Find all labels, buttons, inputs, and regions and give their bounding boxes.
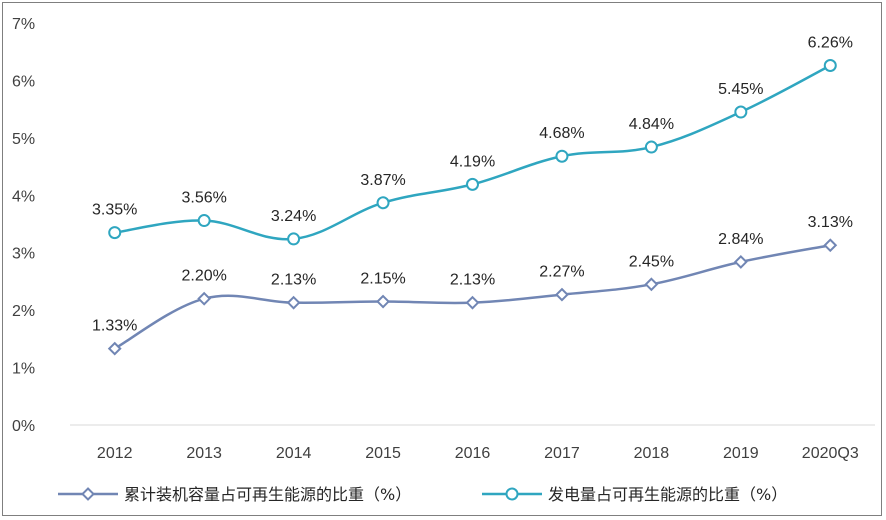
- legend-marker: [81, 487, 95, 501]
- y-tick-label: 1%: [12, 361, 35, 378]
- series-1-point: [823, 238, 838, 253]
- series-1-point: [197, 291, 212, 306]
- y-tick-label: 3%: [12, 246, 35, 263]
- series-1-data-label: 2.13%: [450, 272, 495, 289]
- series-2-data-label: 5.45%: [718, 81, 763, 98]
- series-2-point: [555, 149, 569, 163]
- x-tick-label: 2015: [365, 445, 401, 462]
- x-tick-label: 2018: [634, 445, 670, 462]
- x-tick-label: 2016: [455, 445, 491, 462]
- series-2-point: [108, 226, 122, 240]
- series-2-data-label: 3.56%: [181, 190, 226, 207]
- series-1-data-label: 2.84%: [718, 231, 763, 248]
- series-1-point: [733, 254, 748, 269]
- series-2-data-label: 3.35%: [92, 202, 137, 219]
- legend-label: 累计装机容量占可再生能源的比重（%）: [124, 485, 411, 504]
- series-1-data-label: 2.20%: [181, 268, 226, 285]
- series-2-data-label: 4.19%: [450, 153, 495, 170]
- series-2-data-label: 3.24%: [271, 208, 316, 225]
- series-2-point: [823, 58, 837, 72]
- series-2-point: [197, 214, 211, 228]
- series-2-point: [287, 232, 301, 246]
- y-tick-label: 4%: [12, 188, 35, 205]
- series-1-data-label: 3.13%: [808, 214, 853, 231]
- series-2-point: [376, 196, 390, 210]
- series-2-data-label: 4.84%: [629, 116, 674, 133]
- series-2-data-label: 3.87%: [360, 172, 405, 189]
- series-1-point: [465, 295, 480, 310]
- series-1-point: [644, 277, 659, 292]
- series-2-point: [466, 177, 479, 191]
- series-2-data-label: 4.68%: [539, 125, 584, 142]
- series-1-data-label: 2.27%: [539, 264, 584, 281]
- x-tick-label: 2012: [97, 445, 133, 462]
- x-tick-label: 2014: [276, 445, 312, 462]
- x-tick-label: 2020Q3: [802, 445, 859, 462]
- series-1-data-label: 1.33%: [92, 318, 137, 335]
- x-tick-label: 2017: [544, 445, 580, 462]
- y-tick-label: 2%: [12, 303, 35, 320]
- series-1-point: [376, 294, 390, 309]
- y-tick-label: 0%: [12, 418, 35, 435]
- y-tick-label: 6%: [12, 73, 35, 90]
- series-1-point: [286, 295, 301, 310]
- x-tick-label: 2013: [186, 445, 222, 462]
- series-2-data-label: 6.26%: [808, 34, 853, 51]
- series-1-point: [555, 287, 569, 302]
- x-tick-label: 2019: [723, 445, 759, 462]
- series-1-data-label: 2.13%: [271, 272, 316, 289]
- y-tick-label: 7%: [12, 16, 35, 33]
- series-2-point: [644, 140, 658, 154]
- series-1-data-label: 2.45%: [629, 253, 674, 270]
- legend-label: 发电量占可再生能源的比重（%）: [548, 485, 787, 504]
- series-2-point: [734, 105, 748, 119]
- legend-marker: [505, 487, 519, 501]
- y-tick-label: 5%: [12, 131, 35, 148]
- series-1-point: [107, 341, 122, 356]
- series-1-data-label: 2.15%: [360, 271, 405, 288]
